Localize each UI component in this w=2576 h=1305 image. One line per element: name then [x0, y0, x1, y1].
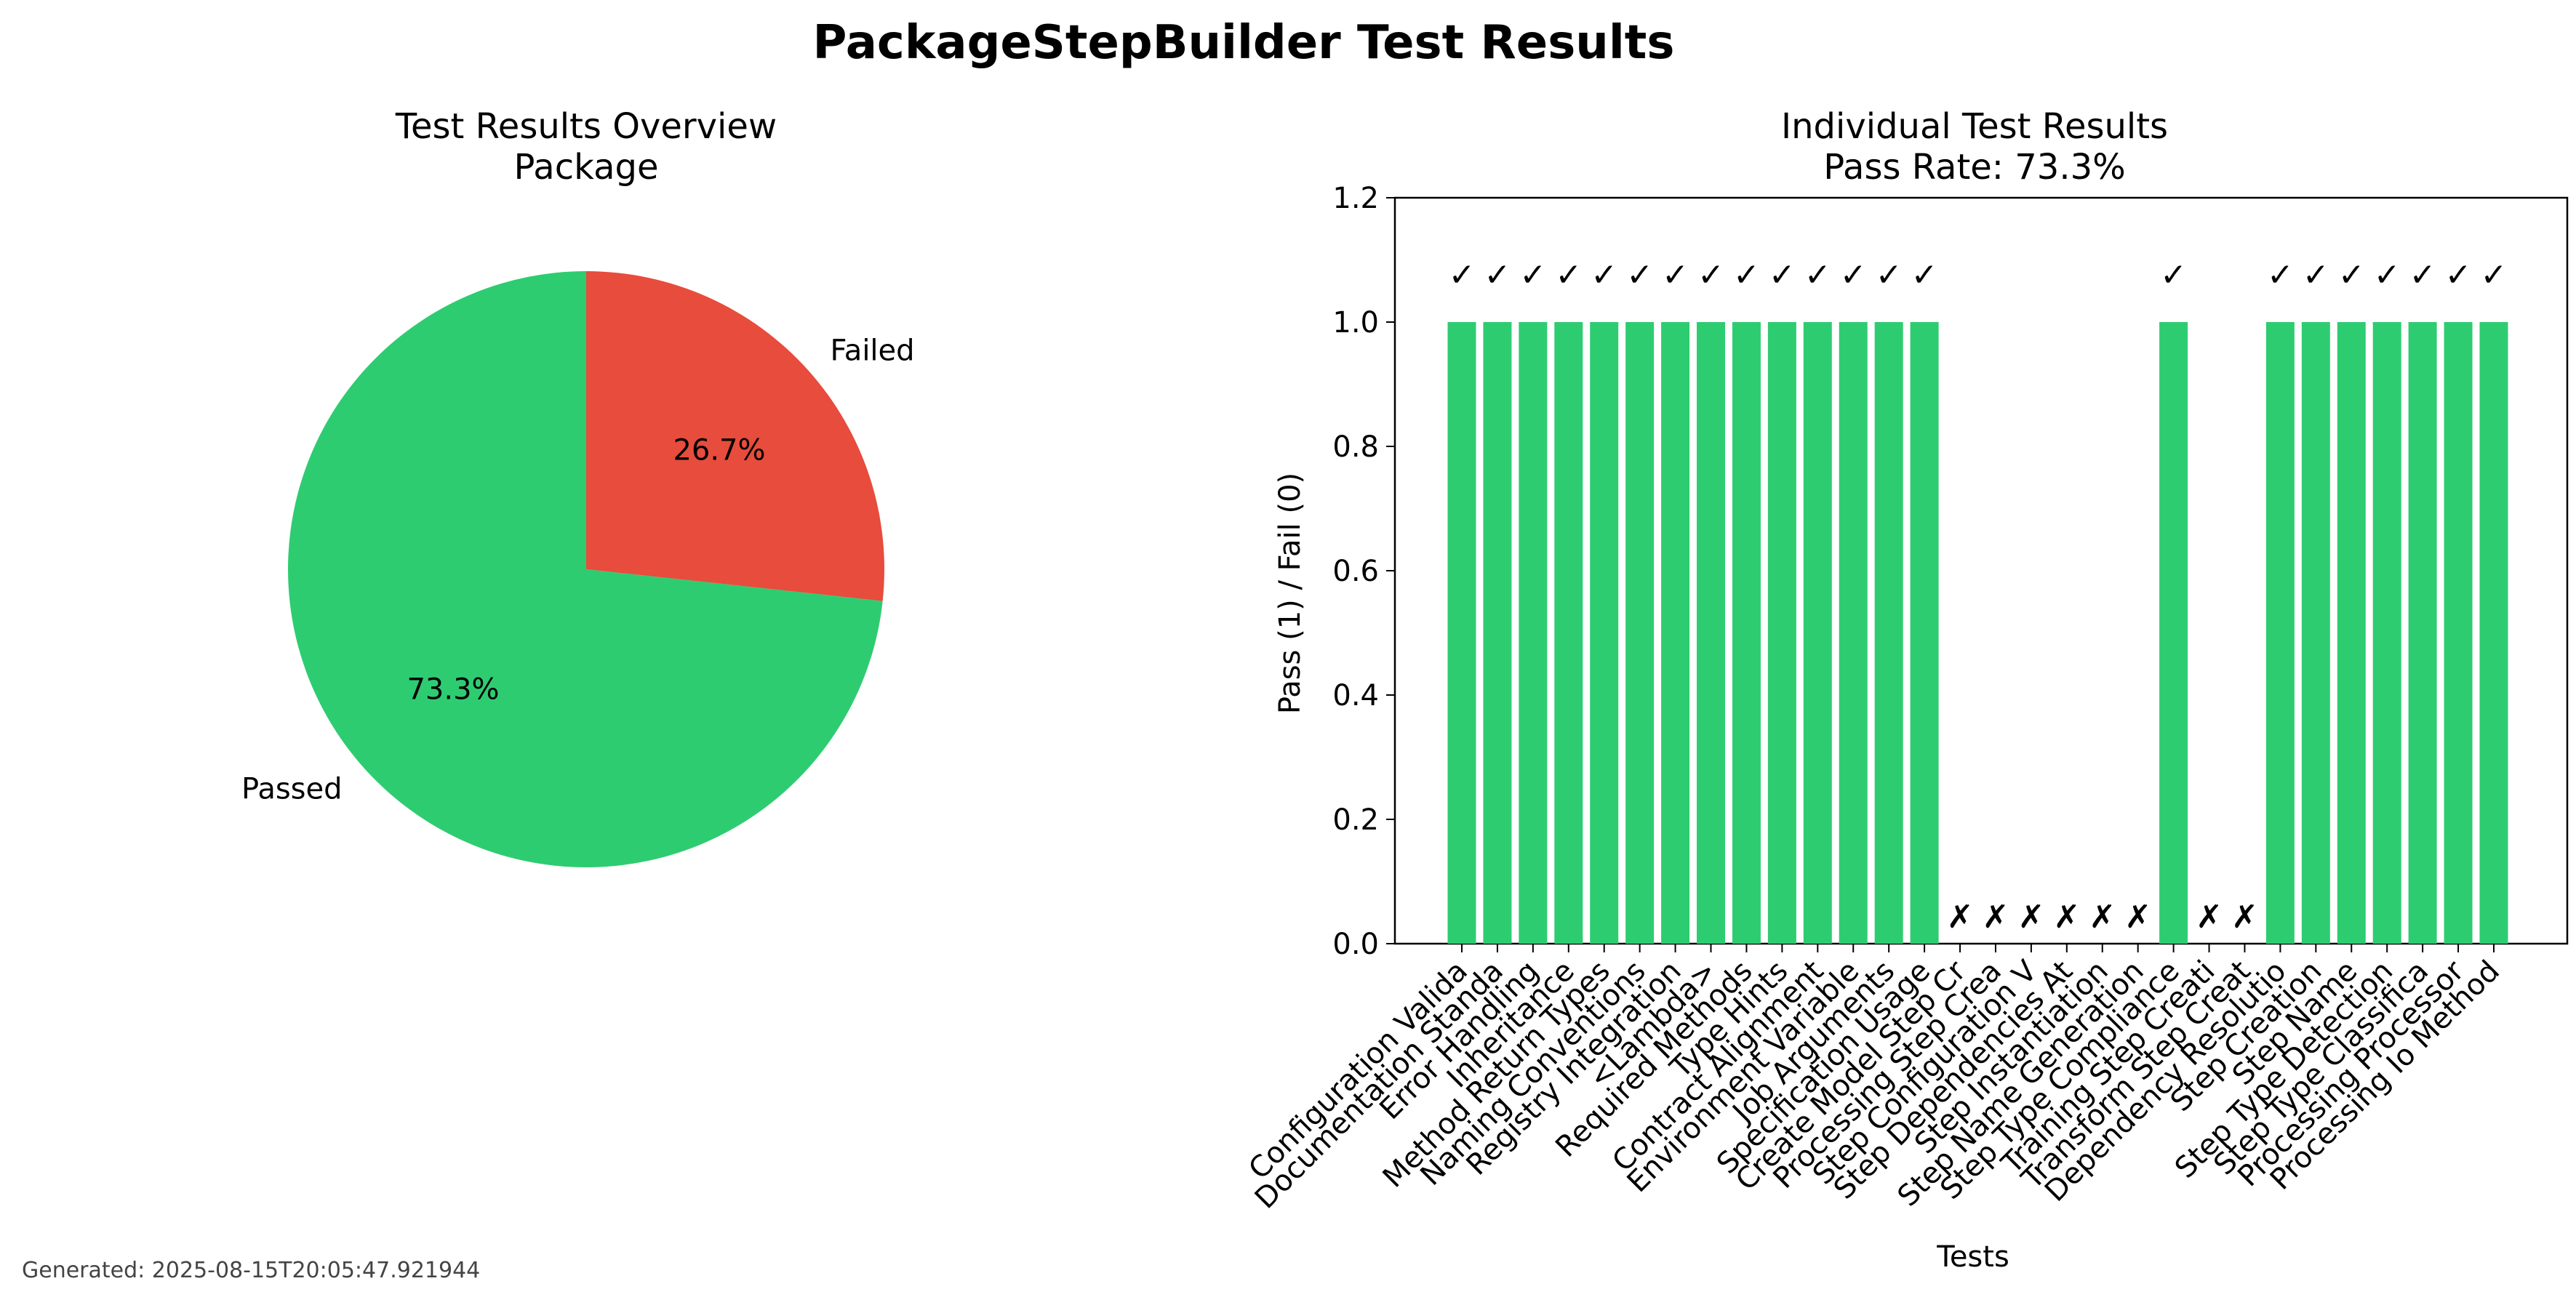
pass-mark: ✓	[1697, 257, 1724, 294]
fail-mark: ✗	[2053, 899, 2080, 936]
pass-mark: ✓	[2160, 257, 2187, 294]
pass-mark: ✓	[2409, 257, 2436, 294]
x-axis-label: Tests	[1936, 1240, 2009, 1274]
fail-mark: ✗	[1947, 899, 1974, 936]
figure-title: PackageStepBuilder Test Results	[813, 16, 1675, 70]
bar	[1447, 322, 1476, 944]
bar	[2265, 322, 2295, 944]
fail-mark: ✗	[2089, 899, 2116, 936]
bar	[2444, 322, 2473, 944]
bar	[1767, 322, 1796, 944]
pass-mark: ✓	[1876, 257, 1903, 294]
bar-marks: ✓ ✓ ✓ ✓ ✓ ✓ ✓ ✓ ✓ ✓ ✓ ✓ ✓ ✓✗ ✗ ✗ ✗ ✗ ✗✓✗ ✗✓ ✓ ✓ ✓ ✓ ✓ ✓	[1449, 257, 2508, 936]
fail-mark: ✗	[2231, 899, 2258, 936]
bar	[1519, 322, 1548, 944]
y-tick-label: 0.8	[1332, 430, 1379, 464]
y-tick-label: 0.6	[1332, 555, 1379, 588]
pie-slice-passed	[288, 271, 883, 867]
bar	[1625, 322, 1655, 944]
pass-mark: ✓	[1769, 257, 1796, 294]
fail-mark: ✗	[2017, 899, 2044, 936]
y-axis-label: Pass (1) / Fail (0)	[1273, 473, 1307, 714]
pass-mark: ✓	[1662, 257, 1689, 294]
bar	[1732, 322, 1761, 944]
fail-mark: ✗	[2196, 899, 2223, 936]
bar	[1554, 322, 1583, 944]
bar-bars	[1447, 322, 2508, 944]
pass-mark: ✓	[2481, 257, 2508, 294]
pass-mark: ✓	[1519, 257, 1546, 294]
pass-mark: ✓	[2445, 257, 2472, 294]
bar	[1803, 322, 1832, 944]
bar	[1661, 322, 1690, 944]
fail-mark: ✗	[1983, 899, 2009, 936]
pass-mark: ✓	[1449, 257, 1476, 294]
pass-mark: ✓	[2267, 257, 2294, 294]
bar	[1697, 322, 1726, 944]
bar	[1910, 322, 1939, 944]
generated-timestamp: Generated: 2025-08-15T20:05:47.921944	[22, 1258, 480, 1283]
pass-mark: ✓	[1626, 257, 1653, 294]
pass-mark: ✓	[2374, 257, 2401, 294]
pie-title: Test Results Overview Package	[395, 106, 777, 188]
pass-mark: ✓	[1484, 257, 1511, 294]
bar	[1874, 322, 1903, 944]
bar	[1483, 322, 1512, 944]
pass-mark: ✓	[1804, 257, 1831, 294]
bar-title: Individual Test Results Pass Rate: 73.3%	[1781, 106, 2168, 188]
pass-mark: ✓	[1555, 257, 1582, 294]
pie-texts: Passed 73.3% Failed 26.7%	[241, 334, 915, 806]
bar	[1590, 322, 1619, 944]
bar	[2408, 322, 2437, 944]
pass-mark: ✓	[2303, 257, 2329, 294]
pie-slices	[288, 271, 884, 867]
bar	[1839, 322, 1868, 944]
pass-mark: ✓	[1733, 257, 1760, 294]
bar-axes: 0.0 0.2 0.4 0.6 0.8 1.0 1.2	[1332, 182, 2569, 961]
y-tick-label: 0.4	[1332, 679, 1379, 712]
pie-percent-failed: 26.7%	[673, 434, 765, 467]
bar	[2372, 322, 2401, 944]
y-tick-label: 0.0	[1332, 928, 1379, 961]
y-tick-label: 0.2	[1332, 803, 1379, 837]
bar	[2301, 322, 2330, 944]
y-tick-label: 1.0	[1332, 306, 1379, 340]
bar	[2479, 322, 2508, 944]
y-tick-label: 1.2	[1332, 182, 1379, 215]
bar	[2159, 322, 2188, 944]
pass-mark: ✓	[1840, 257, 1867, 294]
fail-mark: ✗	[2124, 899, 2151, 936]
pass-mark: ✓	[1591, 257, 1617, 294]
bar	[2337, 322, 2366, 944]
pass-mark: ✓	[1911, 257, 1938, 294]
pie-slice-failed	[586, 271, 884, 601]
pie-chart: Test Results Overview Package Passed 73.3%…	[241, 106, 915, 867]
pie-label-failed: Failed	[830, 334, 914, 368]
pie-percent-passed: 73.3%	[407, 672, 499, 706]
pass-mark: ✓	[2338, 257, 2365, 294]
pie-label-passed: Passed	[241, 772, 343, 806]
